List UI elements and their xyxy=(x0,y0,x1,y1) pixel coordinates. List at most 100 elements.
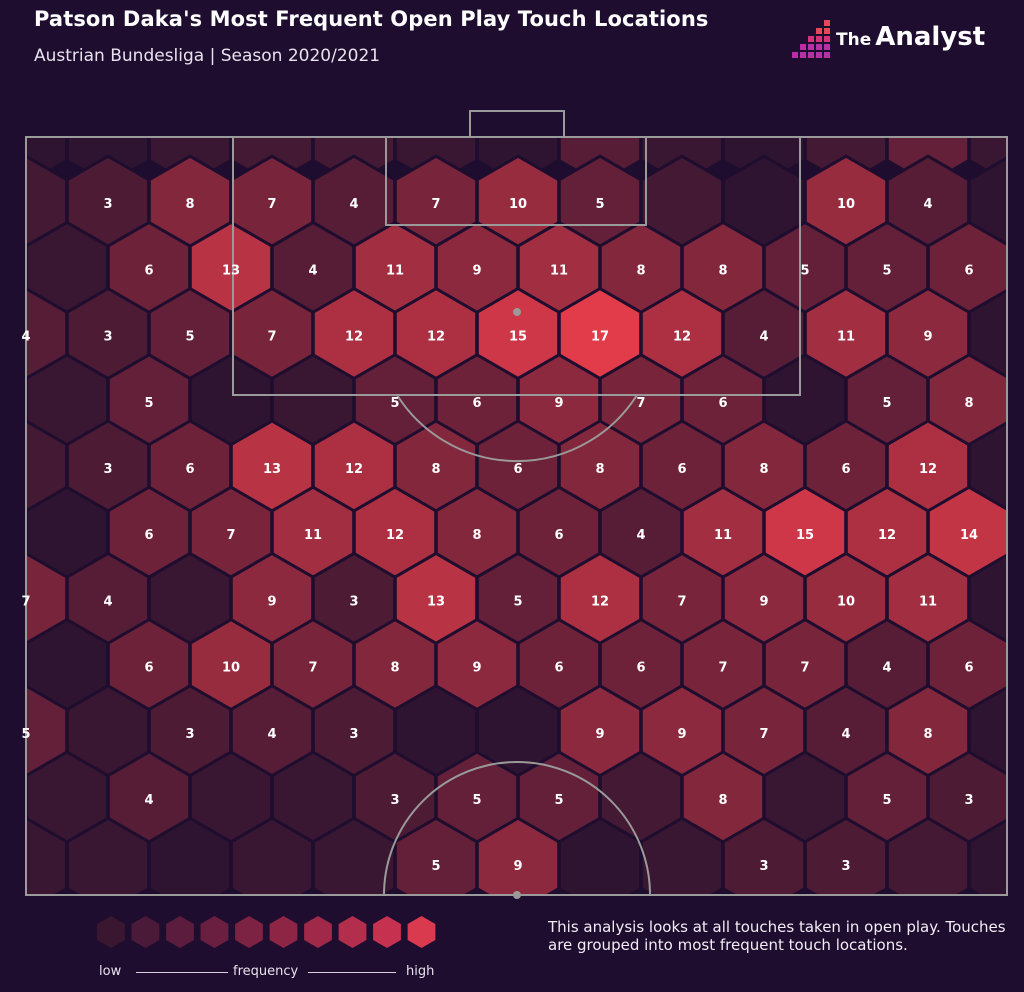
legend-scale xyxy=(97,916,436,948)
hex-value-label: 8 xyxy=(636,263,645,278)
center-spot xyxy=(513,891,521,899)
hex-value-label: 5 xyxy=(882,396,891,411)
logo-pixel xyxy=(816,52,822,58)
hex-value-label: 8 xyxy=(964,396,973,411)
legend-swatch xyxy=(166,916,194,948)
hex-value-label: 13 xyxy=(427,594,445,609)
hex-value-label: 7 xyxy=(21,594,30,609)
legend-swatch xyxy=(131,916,160,948)
hex-value-label: 4 xyxy=(349,197,358,212)
penalty-arc xyxy=(396,394,638,462)
logo-pixel xyxy=(808,44,814,50)
hex-value-label: 7 xyxy=(308,661,317,676)
hex-value-label: 7 xyxy=(677,594,686,609)
hex-value-label: 9 xyxy=(267,594,276,609)
legend-swatch xyxy=(373,916,401,948)
hex-value-label: 3 xyxy=(103,330,112,345)
brand-the: The xyxy=(836,30,872,50)
hex-value-label: 5 xyxy=(144,396,153,411)
hex-value-label: 14 xyxy=(960,528,978,543)
logo-pixel xyxy=(816,44,822,50)
hex-value-label: 5 xyxy=(21,727,30,742)
hex-value-label: 17 xyxy=(591,330,609,345)
hex-value-label: 6 xyxy=(513,462,522,477)
hex-value-label: 8 xyxy=(390,661,399,676)
hex-value-label: 7 xyxy=(226,528,235,543)
brand-name: The Analyst xyxy=(836,22,985,52)
penalty-spot xyxy=(513,308,521,316)
hex-cell xyxy=(967,553,1007,648)
goal xyxy=(469,110,565,138)
hex-value-label: 7 xyxy=(718,661,727,676)
hex-value-label: 9 xyxy=(513,859,522,874)
hex-value-label: 4 xyxy=(144,793,153,808)
chart-title: Patson Daka's Most Frequent Open Play To… xyxy=(34,7,709,31)
hex-value-label: 8 xyxy=(759,462,768,477)
hex-value-label: 12 xyxy=(345,462,363,477)
hex-value-label: 12 xyxy=(427,330,445,345)
hex-value-label: 8 xyxy=(595,462,604,477)
hex-value-label: 6 xyxy=(964,263,973,278)
hex-value-label: 9 xyxy=(472,263,481,278)
hex-value-label: 6 xyxy=(636,661,645,676)
hex-value-label: 5 xyxy=(390,396,399,411)
legend-swatch xyxy=(97,916,125,948)
hex-value-label: 13 xyxy=(222,263,240,278)
hex-value-label: 8 xyxy=(923,727,932,742)
hex-value-label: 4 xyxy=(308,263,317,278)
legend-high-label: high xyxy=(406,964,435,979)
hex-value-label: 5 xyxy=(513,594,522,609)
hex-value-label: 3 xyxy=(964,793,973,808)
hex-value-label: 6 xyxy=(472,396,481,411)
hex-value-label: 7 xyxy=(267,330,276,345)
hex-cell xyxy=(1010,355,1024,449)
hex-value-label: 11 xyxy=(304,528,322,543)
hex-value-label: 4 xyxy=(267,727,276,742)
hex-cell xyxy=(967,818,1007,895)
logo-pixel xyxy=(808,36,814,42)
logo-pixel xyxy=(808,52,814,58)
hex-value-label: 4 xyxy=(841,727,850,742)
logo-pixel xyxy=(824,36,830,42)
logo-pixel xyxy=(800,52,806,58)
caption-text: This analysis looks at all touches taken… xyxy=(548,918,1006,954)
chart-subtitle: Austrian Bundesliga | Season 2020/2021 xyxy=(34,46,381,66)
hex-value-label: 12 xyxy=(878,528,896,543)
hex-value-label: 5 xyxy=(882,263,891,278)
hex-value-label: 8 xyxy=(472,528,481,543)
hex-value-label: 4 xyxy=(759,330,768,345)
logo-pixel xyxy=(816,28,822,34)
hex-value-label: 5 xyxy=(554,793,563,808)
hex-value-label: 4 xyxy=(103,594,112,609)
hex-value-label: 9 xyxy=(677,727,686,742)
hex-value-label: 12 xyxy=(591,594,609,609)
logo-pixel xyxy=(800,44,806,50)
hex-value-label: 6 xyxy=(144,263,153,278)
hex-value-label: 9 xyxy=(923,330,932,345)
legend-swatch xyxy=(338,916,367,948)
hex-value-label: 6 xyxy=(554,661,563,676)
hex-value-label: 6 xyxy=(677,462,686,477)
hex-cell xyxy=(967,288,1007,383)
hex-value-label: 4 xyxy=(882,661,891,676)
hex-value-label: 9 xyxy=(554,396,563,411)
legend-swatch xyxy=(200,916,229,948)
hex-value-label: 10 xyxy=(222,661,240,676)
hex-value-label: 6 xyxy=(554,528,563,543)
hex-value-label: 7 xyxy=(431,197,440,212)
legend-swatch xyxy=(235,916,263,948)
hex-cell xyxy=(967,421,1007,515)
hex-value-label: 3 xyxy=(103,197,112,212)
hex-value-label: 7 xyxy=(759,727,768,742)
hex-value-label: 3 xyxy=(103,462,112,477)
hex-value-label: 6 xyxy=(964,661,973,676)
hex-value-label: 5 xyxy=(431,859,440,874)
hex-cell xyxy=(967,685,1007,780)
hex-value-label: 8 xyxy=(185,197,194,212)
hex-value-label: 11 xyxy=(550,263,568,278)
hex-value-label: 12 xyxy=(919,462,937,477)
hex-value-label: 4 xyxy=(923,197,932,212)
hex-value-label: 8 xyxy=(431,462,440,477)
center-circle xyxy=(383,761,651,896)
hex-value-label: 9 xyxy=(472,661,481,676)
